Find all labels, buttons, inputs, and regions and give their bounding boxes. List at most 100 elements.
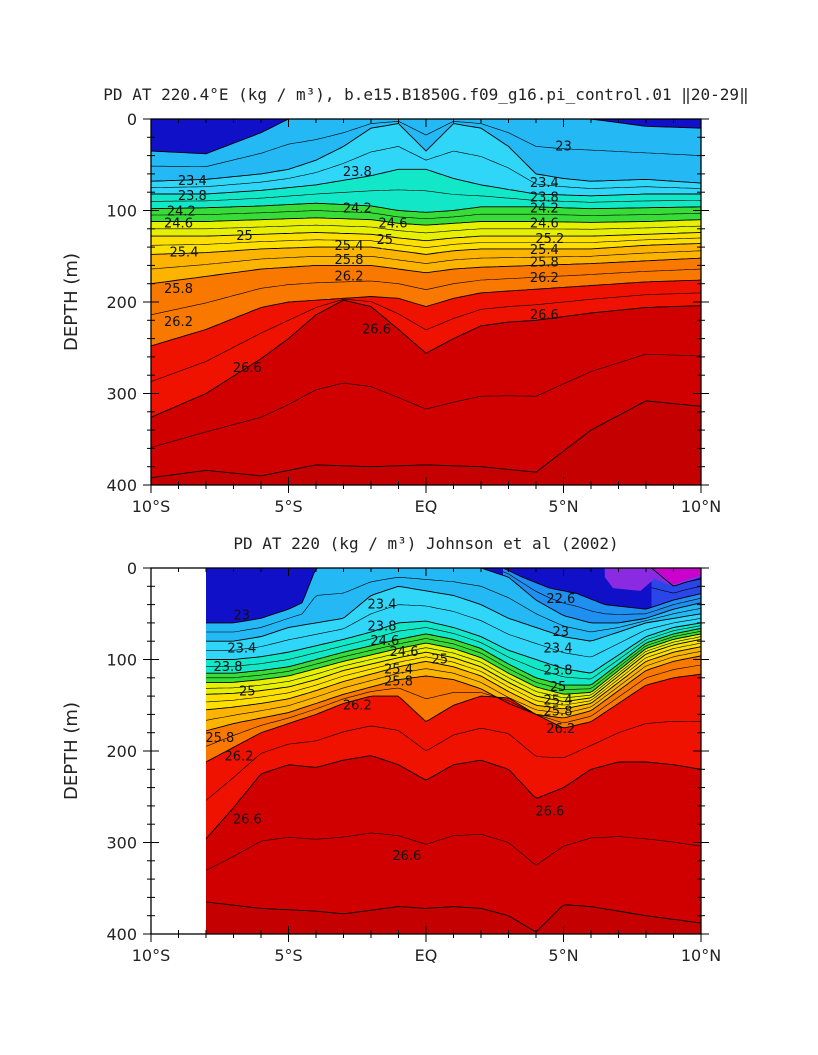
y-axis-label: DEPTH (m) xyxy=(61,253,82,351)
isopycnal-line xyxy=(151,168,701,197)
isopycnal-line xyxy=(205,673,701,763)
contour-label: 26.2 xyxy=(343,698,372,713)
contour-label: 24.6 xyxy=(379,216,408,231)
contour-band xyxy=(151,300,701,485)
contour-label: 23.8 xyxy=(368,620,397,635)
isopycnal-line xyxy=(205,755,701,840)
contour-label: 25.4 xyxy=(384,663,413,678)
contour-lines xyxy=(151,119,701,479)
isopycnal-line xyxy=(151,119,701,155)
contour-label: 25.4 xyxy=(170,246,199,261)
isopycnal-line xyxy=(151,217,701,226)
y-tick-label: 300 xyxy=(106,834,137,853)
isopycnal-line xyxy=(151,400,701,479)
contour-band xyxy=(206,755,701,934)
contour-label: 25 xyxy=(377,233,394,248)
isopycnal-line xyxy=(205,901,701,932)
x-tick-label: 5°S xyxy=(274,946,302,965)
isopycnal-line xyxy=(651,568,701,587)
contour-label: 25.8 xyxy=(384,675,413,690)
contour-label: 23.8 xyxy=(544,664,573,679)
isopycnal-line xyxy=(205,655,701,732)
contour-label: 24.6 xyxy=(530,216,559,231)
contour-label: 25 xyxy=(432,653,449,668)
isopycnal-line xyxy=(151,237,701,248)
contour-label: 22.6 xyxy=(546,592,575,607)
contour-band xyxy=(206,902,701,934)
contour-label: 25 xyxy=(236,229,253,244)
contour-label: 25.8 xyxy=(530,256,559,271)
contour-fills xyxy=(206,568,701,934)
contour-label: 26.6 xyxy=(530,308,559,323)
contour-label: 24.2 xyxy=(167,204,196,219)
contour-label: 26.6 xyxy=(535,804,564,819)
contour-label: 26.2 xyxy=(530,271,559,286)
contour-fills xyxy=(151,119,701,485)
isopycnal-line xyxy=(206,586,701,642)
y-tick-label: 100 xyxy=(106,651,137,670)
contour-label: 25.4 xyxy=(530,243,559,258)
contour-label: 23.8 xyxy=(214,660,243,675)
isopycnal-line xyxy=(206,627,701,686)
contour-band xyxy=(651,568,701,585)
isopycnal-line xyxy=(151,120,701,167)
isopycnal-line xyxy=(151,268,701,316)
x-tick-label: 5°S xyxy=(274,497,302,516)
contour-label: 23.8 xyxy=(530,191,559,206)
axis-ticks: 10°S 5°S EQ 5°N 10°N 0 100 200 300 400 xyxy=(106,559,721,965)
contour-label: 23.4 xyxy=(544,642,573,657)
contour-label: 24.2 xyxy=(530,202,559,217)
contour-label: 25 xyxy=(239,685,256,700)
contour-label: 26.6 xyxy=(362,322,391,337)
isopycnal-line xyxy=(151,146,701,189)
y-tick-label: 100 xyxy=(106,202,137,221)
isopycnal-line xyxy=(206,636,701,699)
isopycnal-line xyxy=(205,651,701,721)
isopycnal-line xyxy=(205,664,701,747)
contour-label: 26.2 xyxy=(546,722,575,737)
x-tick-label: 5°N xyxy=(548,497,578,516)
y-tick-label: 0 xyxy=(127,559,137,578)
panel-bottom: PD AT 220 (kg / m³) Johnson et al (2002)… xyxy=(61,534,721,965)
isopycnal-line xyxy=(151,257,701,285)
isopycnal-line xyxy=(151,202,701,213)
isopycnal-line xyxy=(151,224,701,234)
isopycnal-line xyxy=(151,279,701,347)
isopycnal-line xyxy=(206,625,701,680)
y-tick-label: 200 xyxy=(106,742,137,761)
contour-label: 25.8 xyxy=(335,253,364,268)
x-tick-label: EQ xyxy=(415,497,438,516)
contour-label: 23.4 xyxy=(227,642,256,657)
x-tick-label: 10°N xyxy=(681,946,721,965)
x-tick-label: 5°N xyxy=(548,946,578,965)
contour-label: 23.4 xyxy=(178,174,207,189)
isopycnal-line xyxy=(151,299,701,418)
y-tick-label: 400 xyxy=(106,925,137,944)
isopycnal-line xyxy=(151,232,701,242)
isopycnal-line xyxy=(502,571,701,615)
isopycnal-line xyxy=(206,604,701,658)
contour-label: 25 xyxy=(550,680,567,695)
x-tick-label: 10°N xyxy=(681,497,721,516)
contour-label: 24.6 xyxy=(370,634,399,649)
contour-label: 24.6 xyxy=(390,645,419,660)
isopycnal-line xyxy=(151,189,701,203)
isopycnal-line xyxy=(151,123,701,184)
contour-label: 24.2 xyxy=(343,202,372,217)
contour-label: 23.4 xyxy=(368,598,397,613)
contour-label: 25.4 xyxy=(544,694,573,709)
contour-lines xyxy=(205,568,701,932)
isopycnal-line xyxy=(151,292,701,382)
isopycnal-line xyxy=(151,210,701,220)
contour-label: 23.8 xyxy=(343,165,372,180)
contour-label: 26.6 xyxy=(392,849,421,864)
isopycnal-line xyxy=(205,642,701,706)
isopycnal-line xyxy=(151,250,701,270)
axis-ticks: 10°S 5°S EQ 5°N 10°N 0 100 200 300 400 xyxy=(106,110,721,516)
isopycnal-line xyxy=(651,586,701,594)
isopycnal-line xyxy=(206,630,701,690)
chart-title: PD AT 220 (kg / m³) Johnson et al (2002) xyxy=(233,534,618,553)
